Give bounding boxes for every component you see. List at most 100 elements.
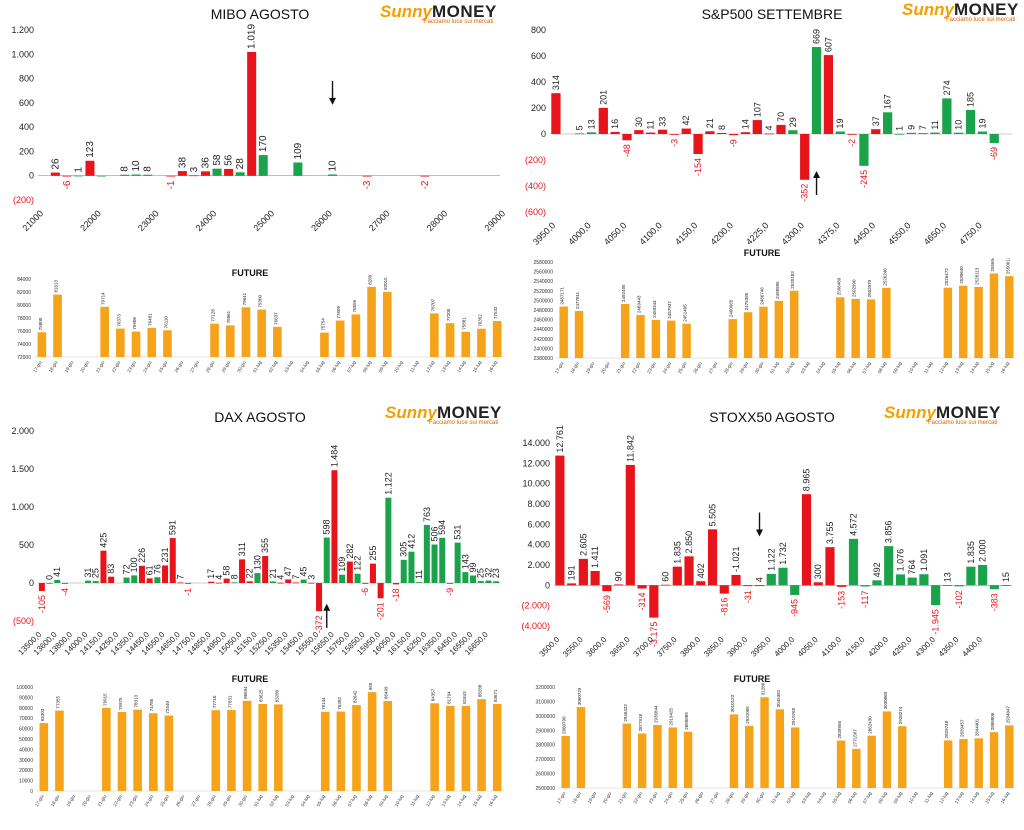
data-label: -6	[360, 588, 370, 596]
bar	[847, 134, 857, 135]
future-date-label: 25-giu	[159, 794, 170, 808]
future-bar	[743, 312, 753, 358]
future-y-tick-label: 2800000	[536, 743, 556, 749]
future-date-label: 04-lug	[815, 361, 826, 375]
future-date-label: 30-giu	[237, 794, 248, 808]
data-label: 13	[942, 572, 952, 582]
future-value-label: 88288	[478, 684, 483, 697]
panel-sp500: (600) (400) (200) 0 200 400 600 800 314 5 13 201 16-…	[512, 0, 1024, 415]
future-date-label: 18-giu	[50, 794, 61, 808]
data-label: 764	[907, 560, 917, 575]
future-bar	[133, 709, 142, 791]
future-y-tick-label: 2580000	[534, 260, 554, 266]
panel-mibo: (200) 0 200 400 600 800 1.000 1.200 26 -6 1 123 8 10 8…	[0, 0, 512, 415]
data-label: 107	[752, 102, 762, 117]
bar	[954, 132, 964, 134]
future-bar	[55, 710, 64, 791]
bar	[657, 129, 668, 134]
bar	[100, 550, 107, 583]
data-label: -1	[183, 588, 193, 596]
future-value-label: 3060729	[577, 687, 582, 705]
bar	[50, 172, 60, 176]
bar	[574, 133, 585, 135]
future-value-label: 3030860	[883, 691, 888, 709]
future-chart-sp500: 2380000 2400000 2420000 2440000 2460000 24800…	[534, 258, 1017, 375]
x-tick-label: 4200,0	[866, 635, 890, 659]
bar	[871, 129, 881, 134]
bar	[277, 582, 284, 584]
bar	[400, 559, 407, 583]
bar	[977, 131, 988, 134]
bar	[825, 547, 835, 586]
bar	[684, 556, 694, 586]
bar	[185, 583, 192, 584]
future-value-label: 2502070	[867, 279, 872, 297]
bar	[420, 175, 430, 177]
future-date-label: 17-giu	[556, 791, 567, 805]
data-label: -9	[445, 588, 455, 596]
bar	[719, 585, 729, 594]
future-bar	[636, 315, 645, 358]
future-value-label: 81794	[446, 691, 451, 704]
y-tick-label: (600)	[525, 207, 546, 217]
future-date-label: 30-giu	[755, 791, 766, 805]
future-date-label: 13-lug	[440, 360, 451, 374]
bar	[470, 575, 477, 583]
future-value-label: 77831	[227, 695, 232, 708]
future-y-tick-label: 74000	[17, 342, 31, 348]
future-bar	[959, 739, 968, 788]
x-tick-label: 27000	[367, 208, 392, 233]
bar	[73, 175, 83, 177]
bar	[38, 583, 45, 591]
future-date-label: 11-lug	[923, 361, 934, 374]
future-value-label: 75754	[320, 318, 325, 331]
data-label: -569	[602, 595, 612, 613]
bar	[754, 585, 765, 587]
bar	[131, 575, 138, 583]
bar	[919, 574, 929, 586]
future-date-label: 05-lug	[315, 360, 326, 374]
future-date-label: 07-lug	[347, 794, 358, 808]
arrow-head	[813, 171, 821, 178]
bar	[485, 580, 492, 583]
bar	[131, 174, 141, 176]
data-label: 60	[661, 572, 671, 582]
future-bar	[445, 705, 455, 791]
future-date-label: 23-giu	[648, 791, 659, 805]
data-label: -102	[954, 590, 964, 608]
bar	[439, 537, 446, 583]
bar	[258, 155, 268, 176]
brand-logo: SunnyMONEY Facciamo luce sui mercati	[380, 2, 497, 25]
data-label: 99	[468, 562, 478, 572]
bar	[800, 134, 810, 180]
future-y-tick-label: 2700000	[536, 757, 556, 763]
future-bar	[576, 707, 586, 788]
data-label: 10	[131, 160, 142, 172]
future-y-tick-label: 2380000	[534, 356, 554, 362]
data-label: 26	[50, 158, 61, 170]
future-value-label: 2475385	[744, 292, 749, 310]
data-label: -945	[790, 599, 800, 617]
future-bar	[367, 692, 377, 791]
data-label: 763	[422, 507, 432, 522]
future-bar	[667, 320, 676, 358]
bar	[872, 580, 882, 586]
data-label: 11	[646, 120, 656, 129]
future-bar	[882, 711, 892, 788]
bar	[884, 546, 894, 586]
x-tick-label: 4000,0	[772, 635, 796, 659]
future-value-label: 76144	[321, 697, 326, 710]
data-label: -201	[376, 602, 386, 620]
bar	[262, 556, 269, 583]
future-date-label: 12-lug	[425, 360, 436, 374]
bar	[454, 542, 461, 583]
future-bar	[445, 323, 455, 357]
main-chart-dax: (500)05001.0001.5002.000-105041-43125425…	[11, 426, 501, 657]
future-bar	[352, 705, 361, 791]
future-value-label: 83625	[259, 689, 264, 702]
bar	[942, 98, 952, 134]
future-date-label: 09-lug	[892, 361, 903, 375]
future-date-label: 19-giu	[587, 791, 598, 805]
x-tick-label: 23000	[136, 208, 161, 233]
bar	[331, 470, 338, 583]
